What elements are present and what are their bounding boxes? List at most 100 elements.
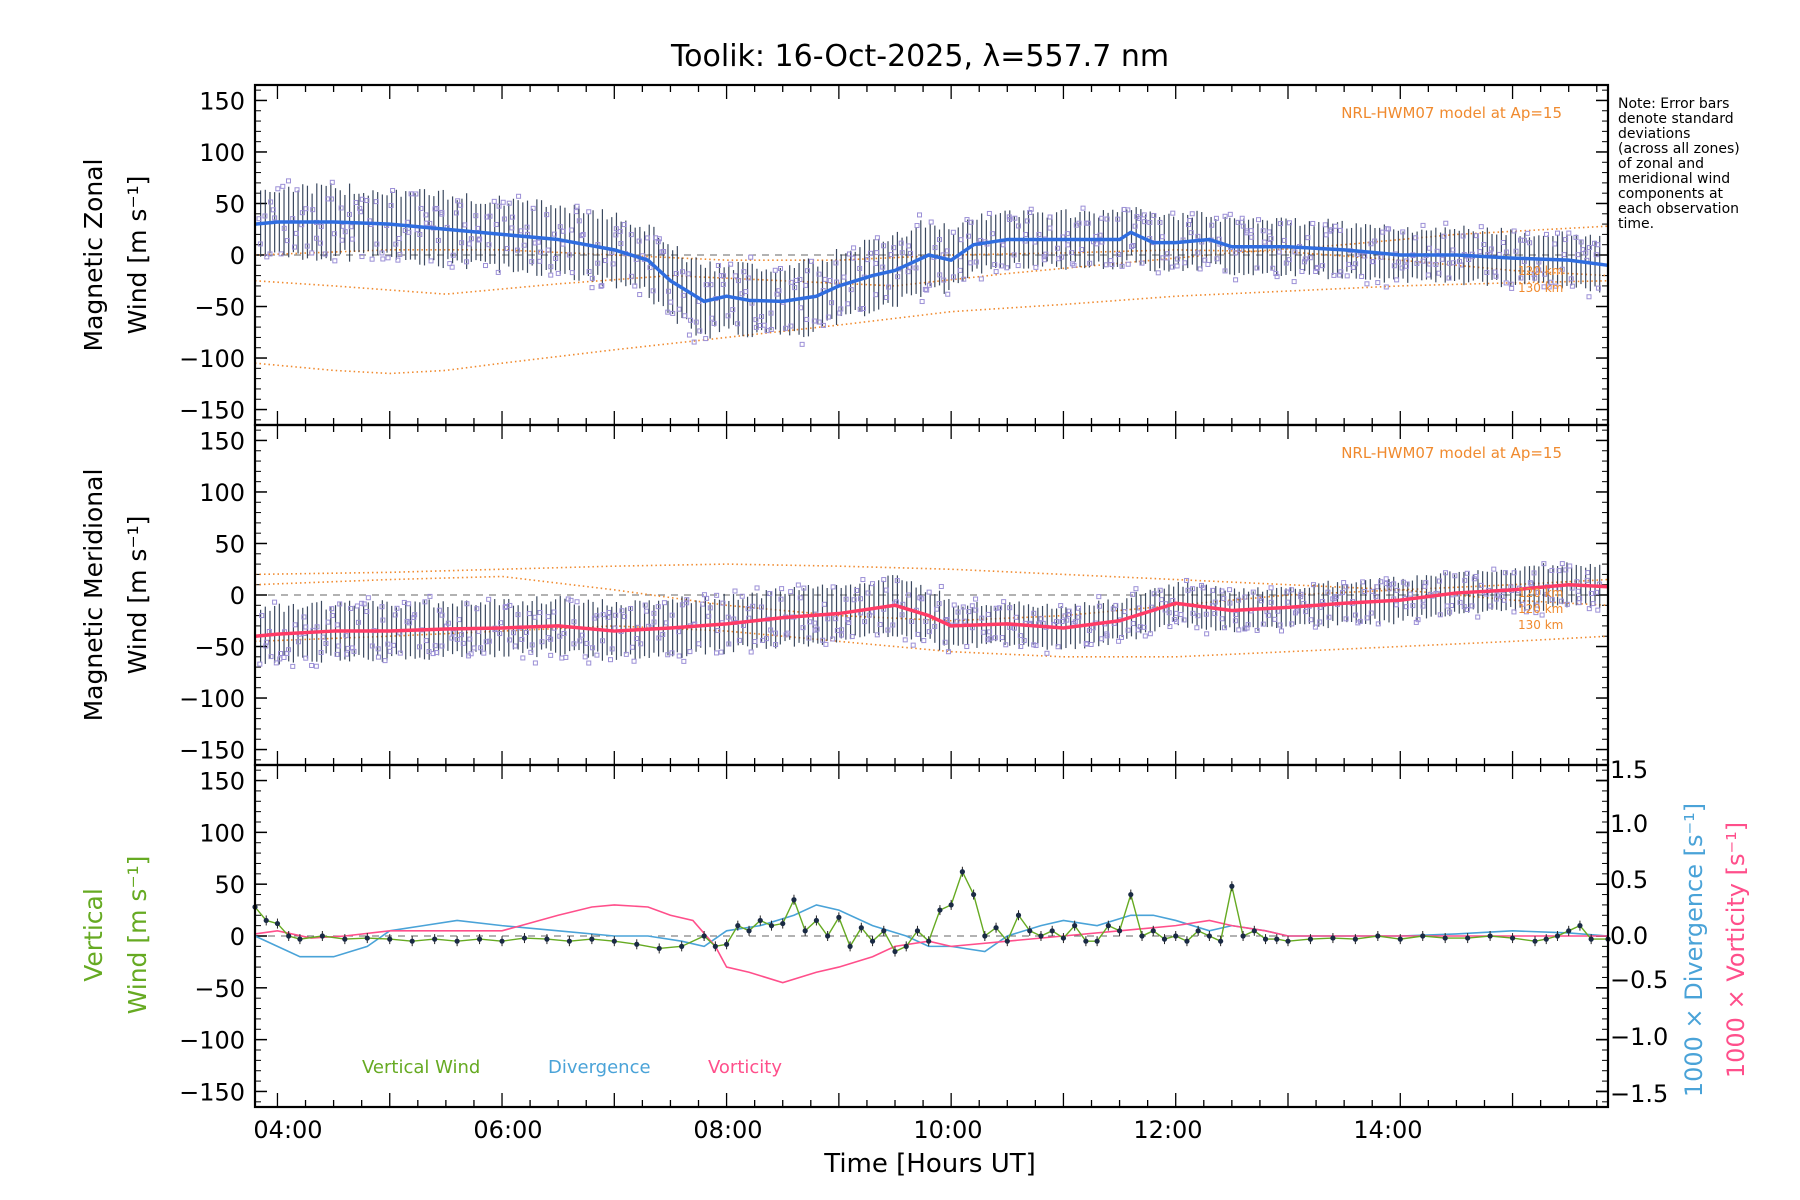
zone-marker (1549, 597, 1555, 603)
zone-marker (1378, 254, 1384, 260)
zone-marker (833, 260, 839, 266)
zone-marker (526, 611, 532, 617)
zone-marker (412, 612, 418, 618)
zone-marker (691, 339, 697, 345)
zone-marker (1125, 261, 1131, 267)
zone-marker (799, 341, 805, 347)
zone-marker (1166, 610, 1172, 616)
zone-marker (1036, 231, 1042, 237)
zone-marker (838, 306, 844, 312)
zone-marker (538, 249, 544, 255)
zone-marker (561, 631, 567, 637)
zone-marker (645, 235, 651, 241)
zone-marker (359, 600, 365, 606)
zone-marker (514, 247, 520, 253)
zone-marker (1520, 601, 1526, 607)
zone-marker (520, 655, 526, 661)
zone-marker (537, 610, 543, 616)
zone-marker (590, 645, 596, 651)
zone-marker (845, 301, 851, 307)
zone-marker (1024, 218, 1030, 224)
zone-marker (1085, 220, 1091, 226)
zone-marker (1016, 223, 1022, 229)
zone-marker (1079, 246, 1085, 252)
zone-marker (777, 266, 783, 272)
vertical-wind-point (836, 914, 842, 920)
zone-marker (314, 624, 320, 630)
zone-marker (1151, 212, 1157, 218)
zone-marker (767, 591, 773, 597)
zone-marker (1374, 584, 1380, 590)
zone-marker (464, 259, 470, 265)
zone-marker (661, 249, 667, 255)
zone-marker (752, 639, 758, 645)
zone-marker (814, 626, 820, 632)
zone-marker (1323, 232, 1329, 238)
zone-marker (301, 614, 307, 620)
zone-marker (987, 635, 993, 641)
note-line: meridional wind (1618, 171, 1730, 187)
zone-marker (471, 645, 477, 651)
zone-marker (1047, 214, 1053, 220)
zone-marker (1286, 220, 1292, 226)
x-tick-label: 08:00 (693, 1116, 762, 1144)
zone-marker (1353, 261, 1359, 267)
note-line: each observation (1618, 201, 1739, 217)
zone-marker (613, 232, 619, 238)
zone-marker (1076, 605, 1082, 611)
zone-marker (1360, 579, 1366, 585)
zone-marker (573, 209, 579, 215)
zone-marker (1094, 241, 1100, 247)
vertical-wind-point (521, 935, 528, 941)
zone-marker (865, 590, 871, 596)
zone-marker (804, 316, 810, 322)
zone-marker (685, 271, 691, 277)
zone-marker (924, 287, 930, 293)
zone-marker (825, 616, 831, 622)
zone-marker (1268, 599, 1274, 605)
zone-marker (932, 623, 938, 629)
zone-marker (1245, 622, 1251, 628)
zone-marker (1404, 581, 1410, 587)
zone-marker (407, 620, 413, 626)
zone-marker (1031, 610, 1037, 616)
zone-marker (1278, 628, 1284, 634)
zone-marker (895, 274, 901, 280)
note-line: time. (1618, 216, 1654, 232)
model-line (254, 279, 1609, 375)
zone-marker (574, 203, 580, 209)
zone-marker (332, 258, 338, 264)
vertical-wind-point (813, 917, 820, 924)
zone-marker (783, 325, 789, 331)
zone-marker (964, 217, 970, 223)
zone-marker (866, 612, 872, 618)
zone-marker (1461, 604, 1467, 610)
zone-marker (1575, 252, 1581, 258)
zone-marker (364, 609, 370, 615)
y2-tick-label: 1.5 (1610, 756, 1648, 784)
zone-marker (1548, 279, 1554, 285)
zone-marker (992, 635, 998, 641)
zone-marker (1383, 576, 1389, 582)
zone-marker (858, 596, 864, 602)
zone-marker (555, 270, 561, 276)
zone-marker (1414, 260, 1420, 266)
zone-marker (1595, 607, 1601, 613)
zone-marker (606, 609, 612, 615)
zone-marker (1130, 591, 1136, 597)
zone-marker (665, 288, 671, 294)
meridional-y-title: Wind [m s⁻¹] (123, 516, 152, 675)
zone-marker (745, 606, 751, 612)
zone-marker (496, 203, 502, 209)
zone-marker (577, 638, 583, 644)
zone-marker (1527, 580, 1533, 586)
zone-marker (857, 265, 863, 271)
zone-marker (1054, 245, 1060, 251)
zone-marker (1055, 644, 1061, 650)
zone-marker (1147, 631, 1153, 637)
zone-marker (1113, 602, 1119, 608)
zone-marker (309, 250, 315, 256)
zone-marker (1076, 220, 1082, 226)
zone-marker (1583, 250, 1589, 256)
zone-marker (1513, 248, 1519, 254)
